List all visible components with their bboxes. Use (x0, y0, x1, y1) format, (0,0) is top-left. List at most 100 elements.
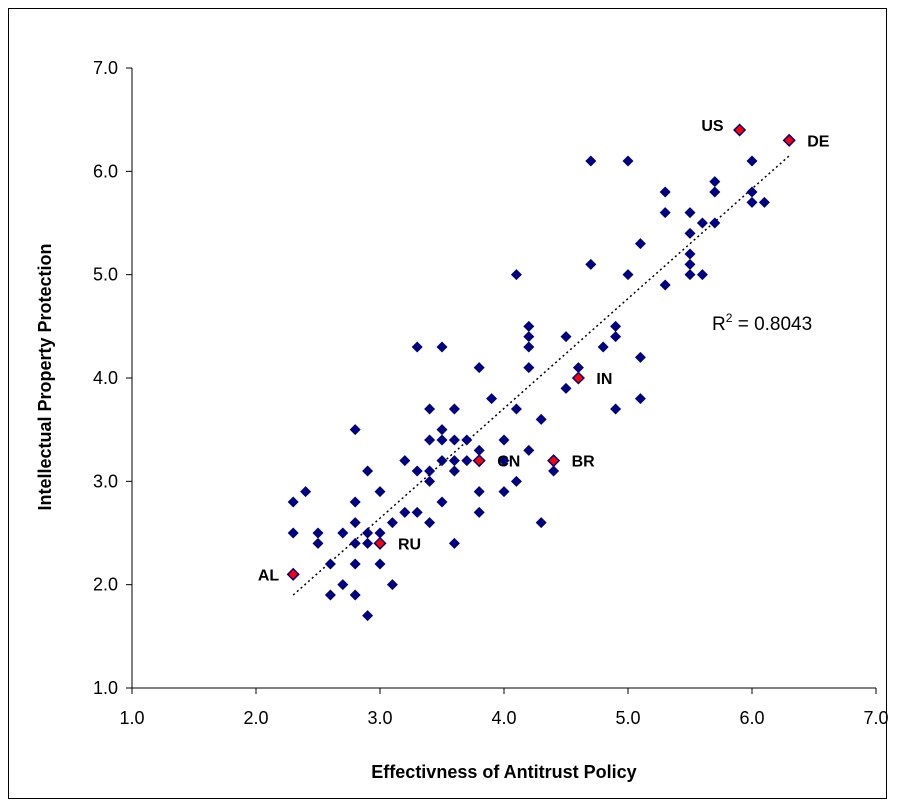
highlighted-point (782, 133, 796, 147)
data-point (349, 537, 361, 549)
highlighted-point (571, 371, 585, 385)
data-point (448, 537, 460, 549)
data-point (424, 465, 436, 477)
data-points (286, 123, 796, 622)
data-point (746, 196, 758, 208)
data-point (362, 537, 374, 549)
data-point (535, 517, 547, 529)
data-point (436, 424, 448, 436)
data-point (349, 517, 361, 529)
data-point (411, 341, 423, 353)
data-point (337, 527, 349, 539)
point-label: CN (497, 454, 520, 471)
data-point (634, 351, 646, 363)
data-point (473, 506, 485, 518)
data-point (572, 362, 584, 374)
trendline (292, 155, 790, 596)
data-point (324, 589, 336, 601)
x-tick-label: 3.0 (367, 708, 392, 728)
point-label: DE (807, 133, 830, 150)
data-point (411, 465, 423, 477)
data-point (709, 217, 721, 229)
data-point (622, 155, 634, 167)
axes: 1.0 2.0 3.0 4.0 5.0 6.0 7.0 1.0 2.0 3.0 4.0 5.0 6.0 7… (93, 58, 889, 728)
data-point (659, 207, 671, 219)
data-point (523, 331, 535, 343)
data-point (436, 341, 448, 353)
data-point (448, 434, 460, 446)
data-point (312, 527, 324, 539)
y-axis-title: Intellectual Property Protection (35, 243, 55, 510)
data-point (448, 465, 460, 477)
point-label: US (701, 118, 724, 135)
data-point (684, 207, 696, 219)
data-point (622, 269, 634, 281)
data-point (362, 465, 374, 477)
highlighted-point (286, 567, 300, 581)
chart-frame (8, 8, 887, 799)
point-label: IN (596, 371, 612, 388)
y-tick-label: 2.0 (93, 575, 118, 595)
y-tick-label: 5.0 (93, 265, 118, 285)
data-point (510, 269, 522, 281)
data-point (523, 362, 535, 374)
trendline-path (292, 155, 790, 596)
data-point (560, 382, 572, 394)
data-point (510, 403, 522, 415)
data-point (424, 434, 436, 446)
data-point (424, 403, 436, 415)
data-point (498, 486, 510, 498)
data-point (436, 496, 448, 508)
highlighted-point (472, 454, 486, 468)
x-tick-label: 5.0 (615, 708, 640, 728)
data-point (424, 475, 436, 487)
data-point (585, 258, 597, 270)
data-point (374, 558, 386, 570)
data-point (709, 176, 721, 188)
data-point (634, 393, 646, 405)
data-point (436, 434, 448, 446)
data-point (659, 186, 671, 198)
data-point (448, 403, 460, 415)
point-label: AL (258, 567, 280, 584)
data-point (399, 506, 411, 518)
data-point (634, 238, 646, 250)
data-point (436, 455, 448, 467)
data-point (287, 496, 299, 508)
data-point (399, 455, 411, 467)
data-point (535, 413, 547, 425)
data-point (461, 434, 473, 446)
data-point (473, 362, 485, 374)
y-tick-label: 7.0 (93, 58, 118, 78)
data-point (684, 269, 696, 281)
data-point (349, 424, 361, 436)
data-point (585, 155, 597, 167)
data-point (523, 320, 535, 332)
data-point (746, 186, 758, 198)
data-point (424, 517, 436, 529)
data-point (374, 486, 386, 498)
y-tick-label: 1.0 (93, 678, 118, 698)
x-tick-label: 1.0 (119, 708, 144, 728)
x-axis-title: Effectivness of Antitrust Policy (371, 762, 636, 782)
highlighted-point (373, 536, 387, 550)
y-tick-label: 3.0 (93, 471, 118, 491)
data-point (312, 537, 324, 549)
data-point (709, 186, 721, 198)
data-point (523, 341, 535, 353)
data-point (659, 279, 671, 291)
data-point (758, 196, 770, 208)
highlighted-point (733, 123, 747, 137)
data-point (548, 465, 560, 477)
data-point (684, 248, 696, 260)
data-point (287, 527, 299, 539)
data-point (486, 393, 498, 405)
data-point (498, 434, 510, 446)
data-point (684, 258, 696, 270)
data-point (386, 517, 398, 529)
data-point (746, 155, 758, 167)
data-point (300, 486, 312, 498)
data-point (684, 227, 696, 239)
data-point (362, 527, 374, 539)
